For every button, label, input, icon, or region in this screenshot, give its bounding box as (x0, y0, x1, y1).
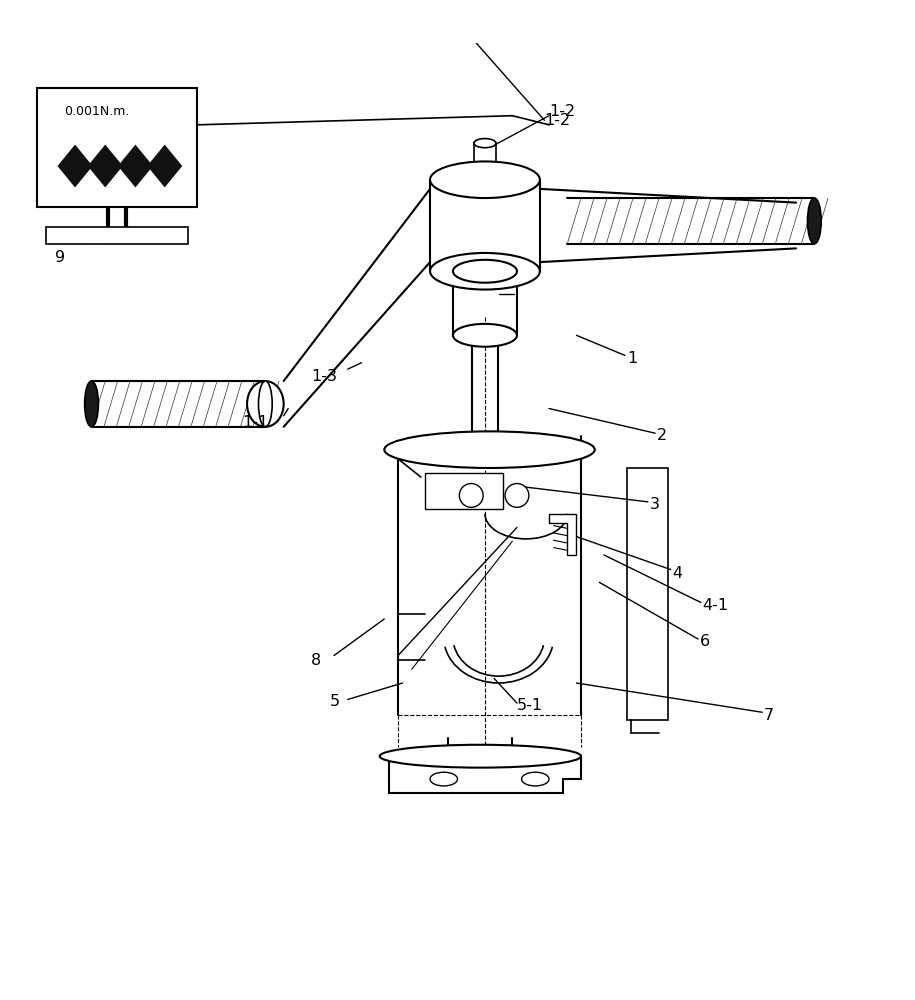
Text: 7: 7 (764, 708, 774, 723)
Polygon shape (389, 756, 581, 793)
Ellipse shape (380, 745, 581, 768)
Text: 6: 6 (700, 634, 710, 649)
Ellipse shape (453, 260, 517, 283)
Bar (37, 88, 197, 207)
Text: 2: 2 (657, 428, 667, 443)
Polygon shape (89, 146, 122, 186)
Ellipse shape (84, 381, 99, 427)
Ellipse shape (247, 381, 284, 427)
Text: 4: 4 (673, 566, 683, 581)
Polygon shape (148, 146, 181, 186)
Text: 4-1: 4-1 (703, 598, 729, 613)
Ellipse shape (259, 381, 273, 427)
Polygon shape (549, 514, 576, 555)
Text: 9: 9 (55, 250, 65, 265)
Ellipse shape (430, 772, 458, 786)
Text: 5-1: 5-1 (517, 698, 544, 713)
Bar (46, 227, 188, 244)
Ellipse shape (453, 324, 517, 347)
Text: 8: 8 (311, 653, 321, 668)
Bar (474, 143, 496, 180)
Text: 3: 3 (650, 497, 660, 512)
Text: 1: 1 (627, 351, 637, 366)
Text: 5: 5 (329, 694, 339, 709)
Ellipse shape (474, 139, 496, 148)
Text: 0.001N.m.: 0.001N.m. (64, 105, 129, 118)
Text: 1-2: 1-2 (544, 113, 571, 128)
Text: 1-3: 1-3 (311, 369, 337, 384)
Text: 1-1: 1-1 (242, 415, 269, 430)
Bar (425, 473, 503, 509)
Circle shape (505, 484, 529, 507)
Ellipse shape (808, 198, 822, 244)
Circle shape (459, 484, 483, 507)
Ellipse shape (384, 431, 595, 468)
Ellipse shape (430, 253, 540, 290)
Polygon shape (59, 146, 92, 186)
Bar (627, 468, 668, 720)
Polygon shape (119, 146, 152, 186)
Ellipse shape (448, 764, 512, 785)
Ellipse shape (430, 161, 540, 198)
Text: 1-2: 1-2 (549, 104, 576, 119)
Ellipse shape (522, 772, 549, 786)
